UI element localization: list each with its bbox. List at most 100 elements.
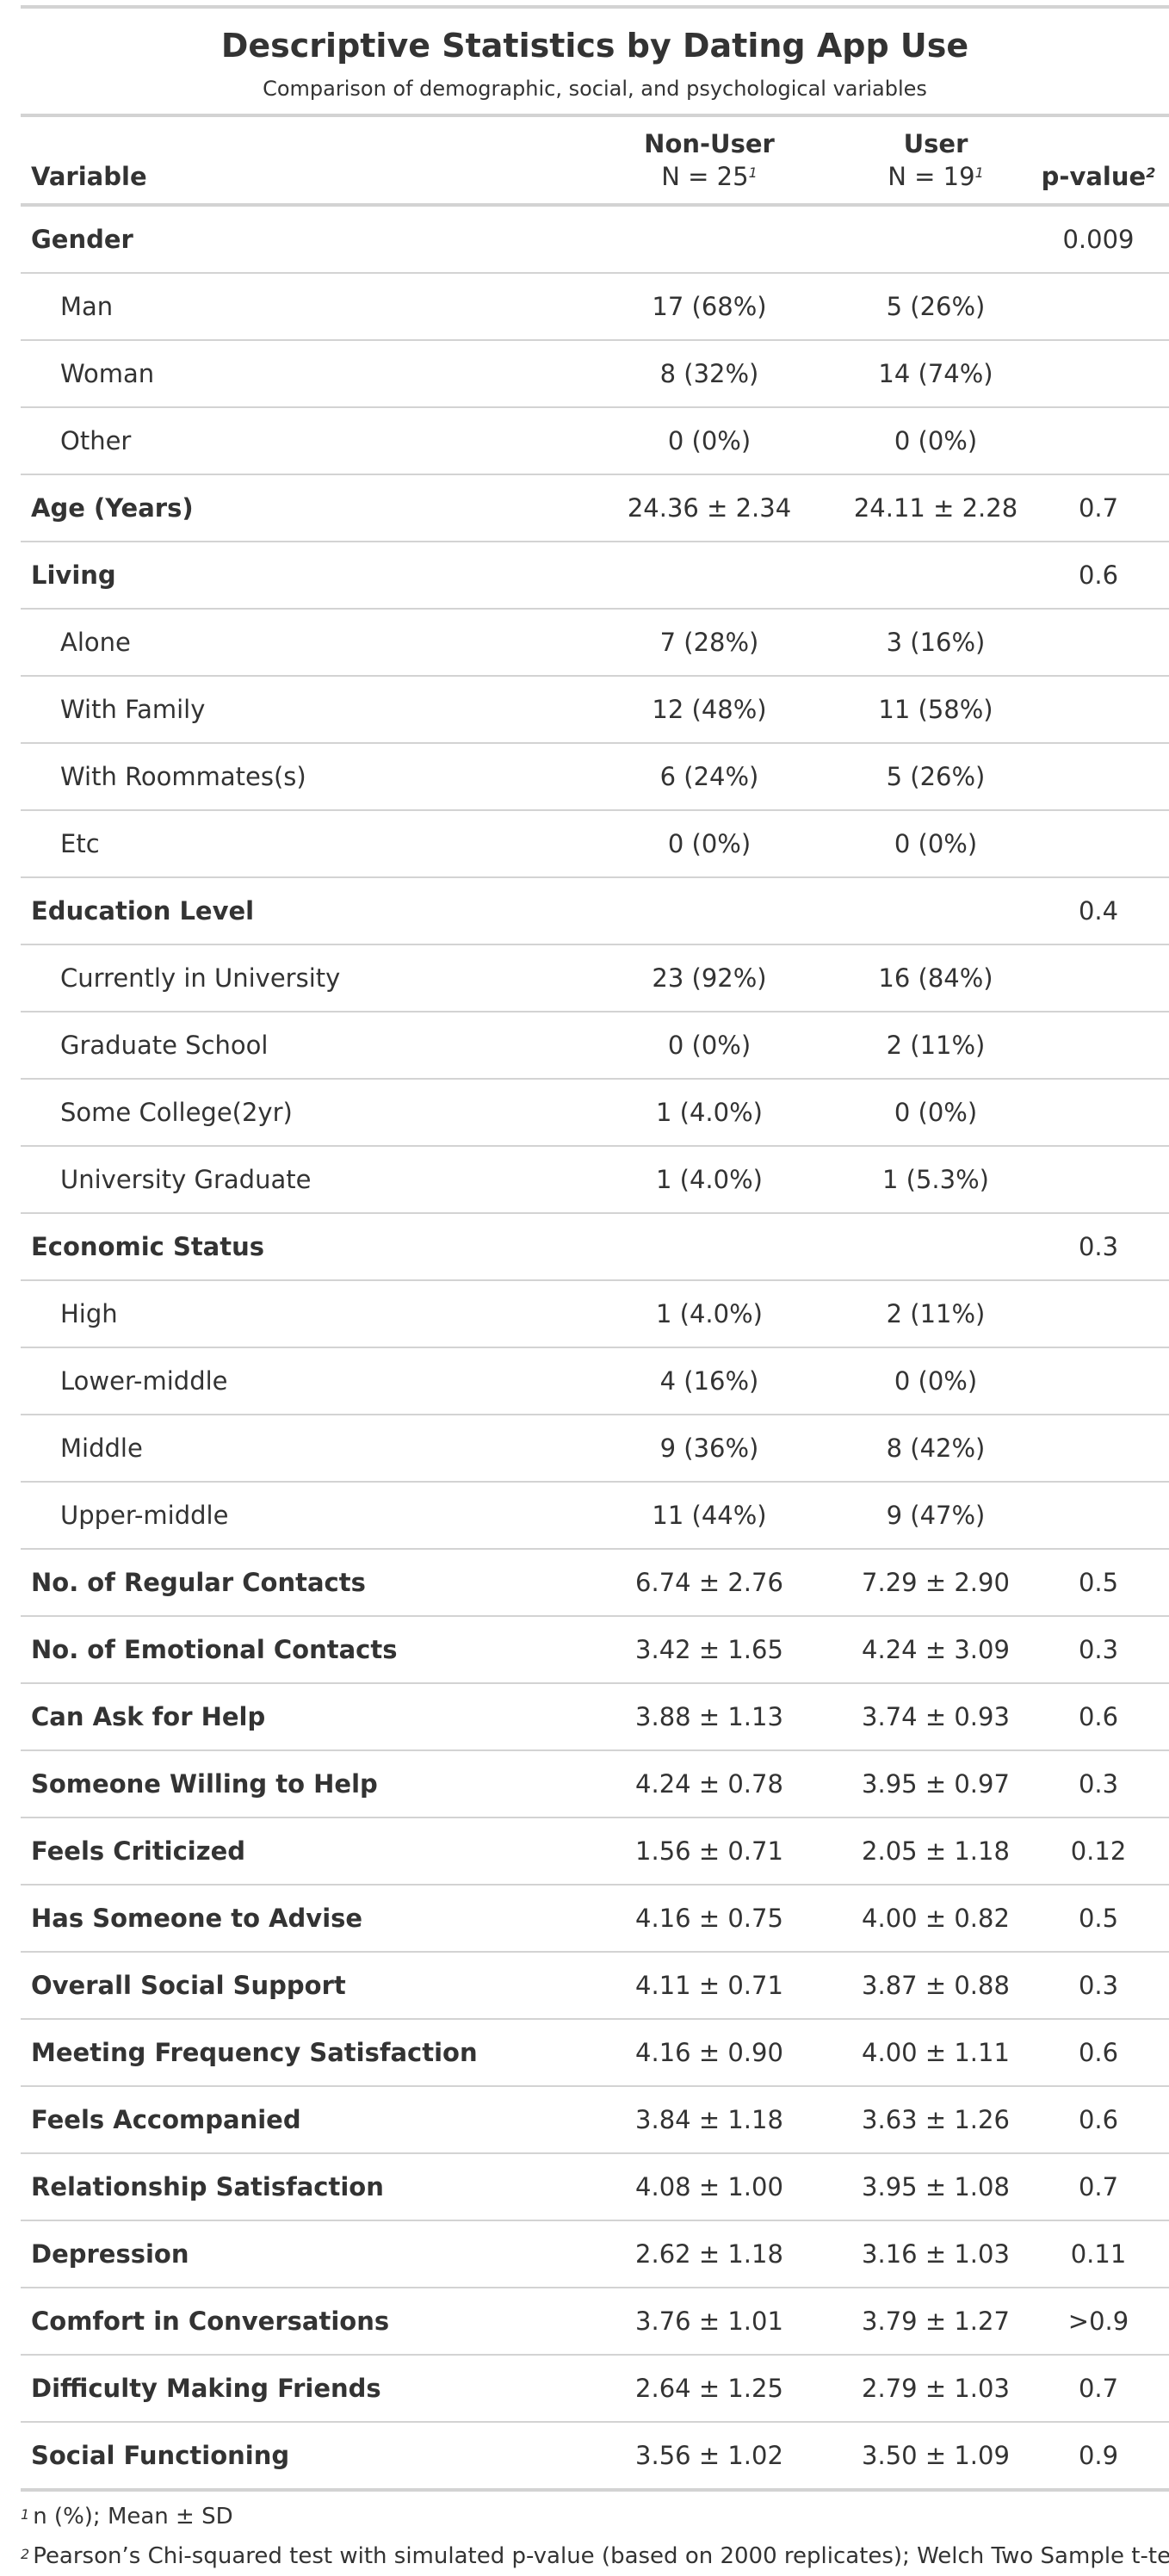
- row-label: Living: [31, 560, 116, 590]
- p-value: [1012, 1080, 1169, 1145]
- p-value: [1012, 1483, 1169, 1548]
- user-value: 0 (0%): [894, 1366, 978, 1396]
- non-user-value: 3.88 ± 1.13: [635, 1702, 783, 1731]
- user-value: 3.95 ± 1.08: [862, 2172, 1010, 2201]
- top-rule: [21, 5, 1169, 9]
- user-value: 3.63 ± 1.26: [862, 2105, 1010, 2134]
- row-label: University Graduate: [60, 1165, 312, 1194]
- non-user-value: 4.16 ± 0.75: [635, 1904, 783, 1933]
- p-value: [1012, 274, 1169, 339]
- column-header-variable: Variable: [31, 160, 147, 193]
- user-value: 2.05 ± 1.18: [862, 1836, 1010, 1866]
- row-label: Social Functioning: [31, 2441, 290, 2470]
- table-row: Man 17 (68%) 5 (26%): [21, 274, 1169, 341]
- user-value: 3.16 ± 1.03: [862, 2239, 1010, 2269]
- non-user-value: 2.64 ± 1.25: [635, 2374, 783, 2403]
- table-row: No. of Emotional Contacts 3.42 ± 1.65 4.24…: [21, 1617, 1169, 1684]
- row-label: Currently in University: [60, 963, 341, 993]
- user-value: 9 (47%): [886, 1501, 986, 1530]
- p-value: [1012, 945, 1169, 1011]
- user-value: 24.11 ± 2.28: [853, 493, 1018, 523]
- table-row: Middle 9 (36%) 8 (42%): [21, 1415, 1169, 1483]
- p-value: 0.7: [1078, 2172, 1119, 2201]
- table-row: Comfort in Conversations 3.76 ± 1.01 3.79 …: [21, 2288, 1169, 2356]
- non-user-value: 17 (68%): [652, 292, 767, 321]
- p-value: 0.3: [1078, 1769, 1119, 1799]
- table-row: Alone 7 (28%) 3 (16%): [21, 610, 1169, 677]
- user-value: 0 (0%): [894, 426, 978, 455]
- column-header-p-value: p-value2: [1012, 160, 1169, 193]
- row-label: Graduate School: [60, 1031, 269, 1060]
- non-user-value: 6.74 ± 2.76: [635, 1568, 783, 1597]
- column-variable-label: Variable: [31, 162, 147, 191]
- table-row: Overall Social Support 4.11 ± 0.71 3.87 ± …: [21, 1953, 1169, 2020]
- non-user-value: 0 (0%): [667, 426, 752, 455]
- non-user-value: 12 (48%): [652, 695, 767, 724]
- table-row: Lower-middle 4 (16%) 0 (0%): [21, 1348, 1169, 1415]
- user-value: 7.29 ± 2.90: [862, 1568, 1010, 1597]
- p-value: 0.3: [1078, 1232, 1119, 1261]
- table-row: Living 0.6: [21, 542, 1169, 610]
- p-value: [1012, 408, 1169, 474]
- row-label: Some College(2yr): [60, 1098, 293, 1127]
- row-label: Education Level: [31, 896, 255, 926]
- user-value: 0 (0%): [894, 829, 978, 858]
- row-label: Meeting Frequency Satisfaction: [31, 2038, 478, 2067]
- user-value: 11 (58%): [878, 695, 993, 724]
- p-value: 0.009: [1062, 225, 1135, 254]
- user-value: 3.87 ± 0.88: [862, 1971, 1010, 2000]
- column-header-non-user: Non-User N = 251: [563, 127, 856, 193]
- table-row: Depression 2.62 ± 1.18 3.16 ± 1.03 0.11: [21, 2221, 1169, 2288]
- row-label: Someone Willing to Help: [31, 1769, 378, 1799]
- table-row: Gender 0.009: [21, 207, 1169, 274]
- non-user-value: 4.24 ± 0.78: [635, 1769, 783, 1799]
- row-label: With Roommates(s): [60, 762, 306, 791]
- table-row: Difficulty Making Friends 2.64 ± 1.25 2.79…: [21, 2356, 1169, 2423]
- p-value: [1012, 1348, 1169, 1414]
- header-rule: [21, 114, 1169, 117]
- non-user-value: 24.36 ± 2.34: [627, 493, 792, 523]
- p-value: 0.12: [1070, 1836, 1127, 1866]
- footnote-mark: 1: [21, 2506, 30, 2523]
- table-row: Other 0 (0%) 0 (0%): [21, 408, 1169, 475]
- row-label: Overall Social Support: [31, 1971, 346, 2000]
- row-label: Upper-middle: [60, 1501, 229, 1530]
- p-value: 0.7: [1078, 2374, 1119, 2403]
- row-label: Gender: [31, 225, 133, 254]
- non-user-value: 8 (32%): [659, 359, 759, 388]
- non-user-value: 1 (4.0%): [656, 1165, 763, 1194]
- table-row: Can Ask for Help 3.88 ± 1.13 3.74 ± 0.93 0.…: [21, 1684, 1169, 1751]
- row-label: No. of Regular Contacts: [31, 1568, 366, 1597]
- footnote-mark: 1: [974, 164, 984, 181]
- row-label: Feels Accompanied: [31, 2105, 301, 2134]
- row-label: Feels Criticized: [31, 1836, 246, 1866]
- stats-table: Descriptive Statistics by Dating App Use…: [21, 0, 1169, 2576]
- non-user-value: 9 (36%): [659, 1434, 759, 1463]
- table-row: Someone Willing to Help 4.24 ± 0.78 3.95 ±…: [21, 1751, 1169, 1818]
- table-row: No. of Regular Contacts 6.74 ± 2.76 7.29 ±…: [21, 1550, 1169, 1617]
- table-row: Feels Criticized 1.56 ± 0.71 2.05 ± 1.18 0.…: [21, 1818, 1169, 1886]
- footnote-mark: 2: [21, 2546, 30, 2562]
- user-value: 4.00 ± 1.11: [862, 2038, 1010, 2067]
- non-user-value: 3.42 ± 1.65: [635, 1635, 783, 1664]
- row-label: Age (Years): [31, 493, 194, 523]
- user-value: 3.79 ± 1.27: [862, 2307, 1010, 2336]
- table-row: Age (Years) 24.36 ± 2.34 24.11 ± 2.28 0.7: [21, 475, 1169, 542]
- table-row: Graduate School 0 (0%) 2 (11%): [21, 1012, 1169, 1080]
- row-label: Relationship Satisfaction: [31, 2172, 384, 2201]
- user-value: 5 (26%): [886, 292, 986, 321]
- p-value: 0.4: [1078, 896, 1119, 926]
- p-value: 0.6: [1078, 2105, 1119, 2134]
- user-value: 1 (5.3%): [882, 1165, 989, 1194]
- p-value: [1012, 1415, 1169, 1481]
- non-user-value: 1 (4.0%): [656, 1098, 763, 1127]
- user-value: 3.95 ± 0.97: [862, 1769, 1010, 1799]
- column-non-user-n: N = 25: [661, 162, 749, 191]
- p-value: 0.9: [1078, 2441, 1119, 2470]
- p-value: 0.7: [1078, 493, 1119, 523]
- p-value: 0.5: [1078, 1568, 1119, 1597]
- p-value: 0.3: [1078, 1971, 1119, 2000]
- non-user-value: 2.62 ± 1.18: [635, 2239, 783, 2269]
- table-row: High 1 (4.0%) 2 (11%): [21, 1281, 1169, 1348]
- user-value: 3.50 ± 1.09: [862, 2441, 1010, 2470]
